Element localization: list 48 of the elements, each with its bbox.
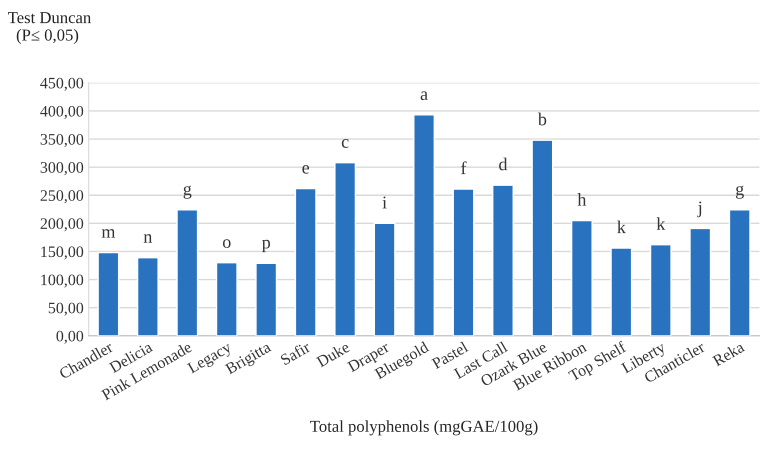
annotation: f bbox=[461, 161, 467, 174]
annotation: h bbox=[578, 193, 586, 206]
annotation: k bbox=[656, 217, 666, 230]
bar bbox=[374, 222, 396, 336]
bar bbox=[97, 252, 120, 336]
x-tick-label: Reka bbox=[712, 340, 746, 367]
bar bbox=[176, 209, 198, 336]
annotation: e bbox=[302, 165, 310, 174]
y-tick-label: 400,00 bbox=[40, 106, 84, 119]
bar bbox=[136, 256, 159, 336]
bar bbox=[334, 162, 356, 336]
y-tick-label: 0,00 bbox=[56, 330, 84, 344]
annotation: d bbox=[499, 158, 508, 170]
annotation: c bbox=[342, 139, 349, 148]
annotation: g bbox=[736, 186, 744, 199]
annotation: n bbox=[144, 234, 152, 243]
annotation: o bbox=[222, 239, 231, 248]
bar bbox=[294, 188, 317, 336]
y-tick-label: 150,00 bbox=[41, 246, 84, 260]
x-axis-title: Total polyphenols (mgGAE/100g) bbox=[310, 420, 538, 436]
x-tick-label: Safir bbox=[280, 340, 312, 366]
y-tick-label: 300,00 bbox=[40, 162, 84, 176]
bar bbox=[728, 209, 751, 336]
bar bbox=[689, 228, 712, 336]
y-tick-label: 350,00 bbox=[40, 134, 84, 148]
annotation: j bbox=[697, 202, 702, 218]
bar bbox=[531, 139, 554, 336]
annotation: m bbox=[102, 229, 116, 238]
y-tick-label: 50,00 bbox=[48, 302, 84, 316]
bar bbox=[570, 220, 593, 336]
bar bbox=[255, 262, 278, 336]
y-tick-label: 450,00 bbox=[40, 78, 84, 91]
bar bbox=[650, 244, 672, 336]
bar bbox=[452, 188, 474, 336]
annotation: g bbox=[184, 186, 192, 199]
text: Test Duncan (P≤ 0,05) bbox=[8, 12, 91, 44]
bar bbox=[492, 184, 514, 336]
annotation: b bbox=[538, 112, 546, 126]
y-tick-label: 250,00 bbox=[40, 190, 84, 204]
bar bbox=[216, 262, 238, 336]
annotation: i bbox=[382, 196, 387, 208]
annotation: p bbox=[262, 240, 270, 252]
annotation: a bbox=[420, 91, 428, 100]
y-tick-label: 100,00 bbox=[41, 274, 84, 288]
bar bbox=[610, 247, 632, 336]
annotation: k bbox=[617, 220, 626, 234]
bar bbox=[413, 114, 436, 336]
y-tick-label: 200,00 bbox=[40, 218, 84, 232]
